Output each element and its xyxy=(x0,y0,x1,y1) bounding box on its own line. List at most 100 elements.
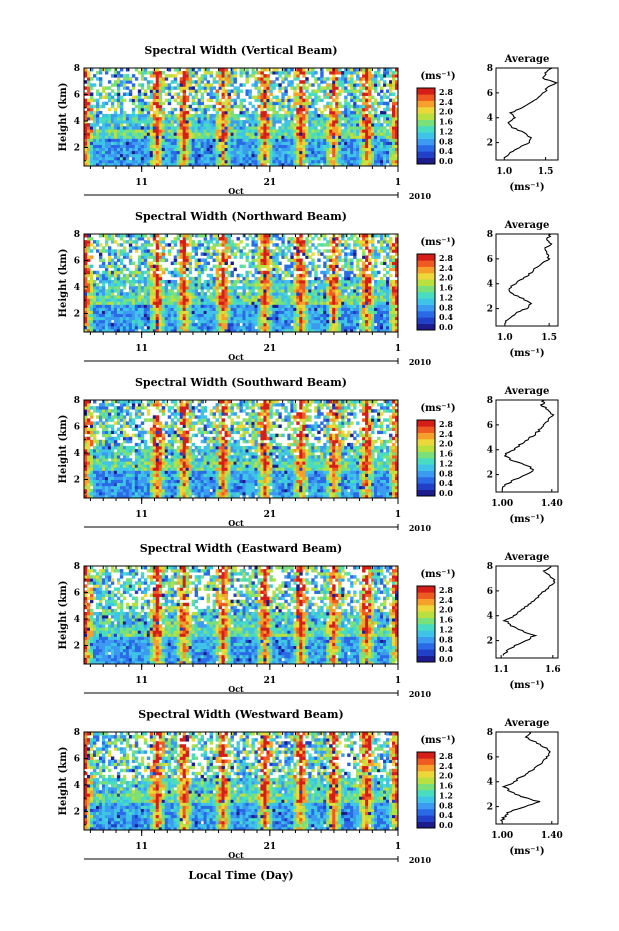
heatmap-cell xyxy=(125,150,130,155)
heatmap-cell xyxy=(155,286,160,290)
heatmap-cell xyxy=(110,313,115,318)
heatmap-cell xyxy=(206,304,210,308)
heatmap-cell xyxy=(134,129,139,133)
heatmap-cell xyxy=(206,120,210,124)
heatmap-cell xyxy=(209,267,213,272)
heatmap-cell xyxy=(215,319,219,324)
heatmap-cell xyxy=(254,240,258,244)
heatmap-cell xyxy=(197,240,202,244)
heatmap-cell xyxy=(164,162,169,167)
heatmap-cell xyxy=(110,283,115,287)
colorbar-swatch xyxy=(417,100,435,108)
heatmap-cell xyxy=(209,141,213,145)
heatmap-cell xyxy=(296,107,300,112)
heatmap-cell xyxy=(245,141,249,145)
heatmap-cell xyxy=(116,270,121,275)
heatmap-cell xyxy=(197,153,202,158)
heatmap-cell xyxy=(170,132,175,136)
heatmap-cell xyxy=(296,147,300,152)
heatmap-cell xyxy=(155,313,160,318)
heatmap-cell xyxy=(329,89,333,93)
heatmap-cell xyxy=(347,117,351,121)
heatmap-cell xyxy=(368,150,372,155)
heatmap-cell xyxy=(320,301,324,305)
heatmap-cell xyxy=(143,307,148,311)
heatmap-cell xyxy=(134,95,139,100)
heatmap-cell xyxy=(149,252,154,256)
heatmap-cell xyxy=(107,86,112,90)
heatmap-cell xyxy=(149,126,154,130)
heatmap-cell xyxy=(287,273,291,278)
heatmap-cell xyxy=(191,279,196,284)
heatmap-cell xyxy=(113,110,118,115)
heatmap-cell xyxy=(365,147,369,152)
heatmap-cell xyxy=(98,279,103,284)
heatmap-cell xyxy=(257,113,261,118)
heatmap-cell xyxy=(212,95,216,100)
heatmap-cell xyxy=(155,255,160,259)
heatmap-cell xyxy=(233,153,237,158)
heatmap-cell xyxy=(146,240,151,244)
heatmap-cell xyxy=(218,71,222,75)
heatmap-cell xyxy=(182,264,187,269)
heatmap-cell xyxy=(386,113,390,118)
heatmap-cell xyxy=(326,83,330,87)
heatmap-cell xyxy=(311,316,315,321)
heatmap-cell xyxy=(209,71,213,75)
heatmap-cell xyxy=(146,267,151,272)
heatmap-cell xyxy=(308,307,312,311)
heatmap-cell xyxy=(260,243,264,247)
heatmap-cell xyxy=(272,159,276,164)
heatmap-cell xyxy=(329,144,333,149)
heatmap-cell xyxy=(113,240,118,244)
heatmap-cell xyxy=(245,132,249,136)
heatmap-cell xyxy=(203,261,208,266)
heatmap-cell xyxy=(329,156,333,161)
heatmap-cell xyxy=(125,252,130,256)
heatmap-cell xyxy=(122,162,127,167)
heatmap-cell xyxy=(311,113,315,118)
heatmap-cell xyxy=(374,126,378,130)
heatmap-cell xyxy=(290,123,294,127)
heatmap-cell xyxy=(245,156,249,161)
heatmap-cell xyxy=(227,147,231,152)
heatmap-cell xyxy=(104,117,109,121)
heatmap-cell xyxy=(356,138,360,142)
heatmap-cell xyxy=(320,153,324,158)
heatmap-cell xyxy=(131,289,136,293)
heatmap-cell xyxy=(155,123,160,127)
heatmap-cell xyxy=(182,98,187,103)
heatmap-cell xyxy=(374,147,378,152)
heatmap-cell xyxy=(305,283,309,287)
heatmap-cell xyxy=(353,113,357,118)
heatmap-cell xyxy=(101,316,106,321)
heatmap-cell xyxy=(266,301,270,305)
heatmap-cell xyxy=(344,113,348,118)
heatmap-cell xyxy=(314,110,318,115)
heatmap-cell xyxy=(248,126,252,130)
heatmap-cell xyxy=(98,132,103,136)
heatmap-cell xyxy=(191,325,196,330)
heatmap-cell xyxy=(320,286,324,290)
heatmap-cell xyxy=(275,237,279,241)
heatmap-cell xyxy=(215,107,219,112)
heatmap-cell xyxy=(173,150,178,155)
heatmap-cell xyxy=(311,126,315,130)
heatmap-cell xyxy=(296,129,300,133)
heatmap-cell xyxy=(245,89,249,93)
heatmap-cell xyxy=(203,237,208,241)
heatmap-cell xyxy=(287,310,291,315)
heatmap-cell xyxy=(230,98,234,103)
heatmap-cell xyxy=(251,289,255,293)
heatmap-cell xyxy=(170,153,175,158)
heatmap-cell xyxy=(209,132,213,136)
heatmap-cell xyxy=(254,304,258,308)
heatmap-cell xyxy=(218,301,222,305)
heatmap-cell xyxy=(146,292,151,296)
heatmap-cell xyxy=(113,113,118,118)
heatmap-cell xyxy=(92,292,97,296)
heatmap-cell xyxy=(230,156,234,161)
heatmap-cell xyxy=(140,159,145,164)
heatmap-cell xyxy=(377,120,381,124)
heatmap-cell xyxy=(290,162,294,167)
